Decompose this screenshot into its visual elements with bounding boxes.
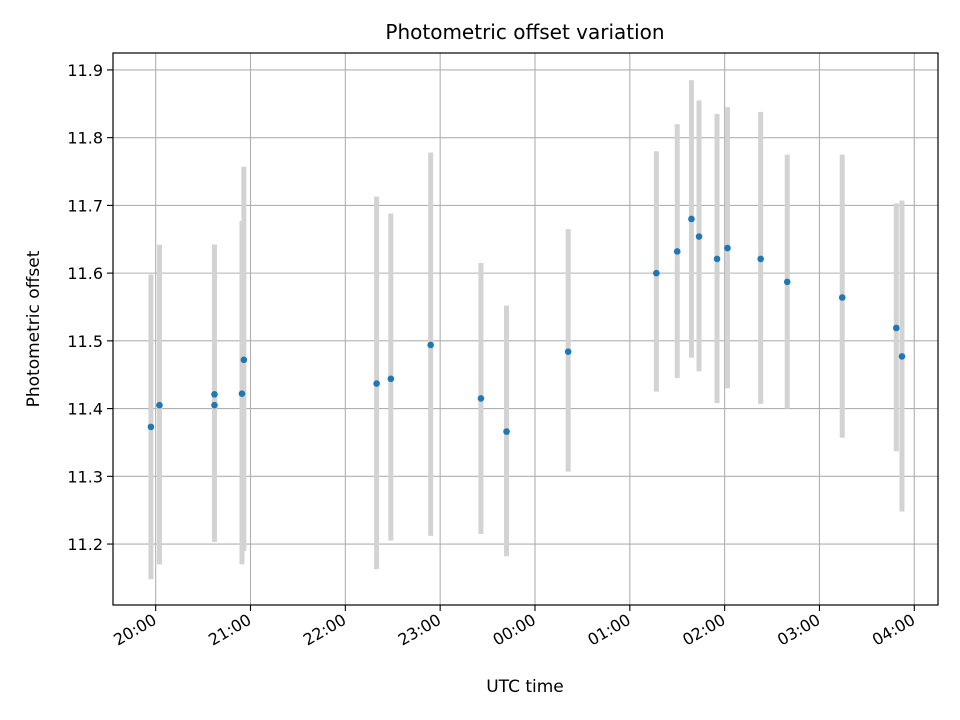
- plot-frame: [112, 52, 939, 606]
- data-point: [503, 428, 510, 435]
- data-point: [373, 380, 380, 387]
- y-tick-label: 11.8: [67, 129, 103, 148]
- y-tick-label: 11.4: [67, 400, 103, 419]
- data-points: [147, 215, 906, 435]
- x-axis-label: UTC time: [486, 677, 564, 697]
- grid-lines: [113, 53, 938, 605]
- data-point: [673, 248, 681, 255]
- data-point: [898, 353, 906, 360]
- y-axis-label: Photometric offset: [24, 250, 44, 407]
- y-tick-label: 11.3: [67, 467, 103, 486]
- data-point: [147, 423, 155, 431]
- data-point: [724, 244, 731, 252]
- data-point: [783, 278, 791, 286]
- data-point: [838, 294, 846, 301]
- data-point: [240, 356, 248, 364]
- y-tick-label: 11.9: [67, 61, 103, 80]
- data-point: [892, 324, 900, 332]
- data-point: [564, 348, 572, 355]
- data-point: [477, 395, 485, 402]
- data-point: [211, 401, 218, 409]
- data-point: [688, 215, 695, 223]
- y-tick-label: 11.6: [67, 264, 103, 283]
- y-tick-label: 11.7: [67, 196, 103, 215]
- data-point: [713, 255, 721, 263]
- y-tick-label: 11.2: [67, 535, 103, 554]
- chart-title: Photometric offset variation: [385, 20, 664, 44]
- data-point: [757, 255, 764, 263]
- data-point: [427, 341, 434, 349]
- data-point: [695, 233, 703, 240]
- data-point: [156, 401, 163, 409]
- data-point: [211, 391, 218, 398]
- data-point: [387, 375, 395, 383]
- y-tick-label: 11.5: [67, 332, 103, 351]
- data-point: [238, 390, 246, 397]
- data-point: [653, 269, 660, 277]
